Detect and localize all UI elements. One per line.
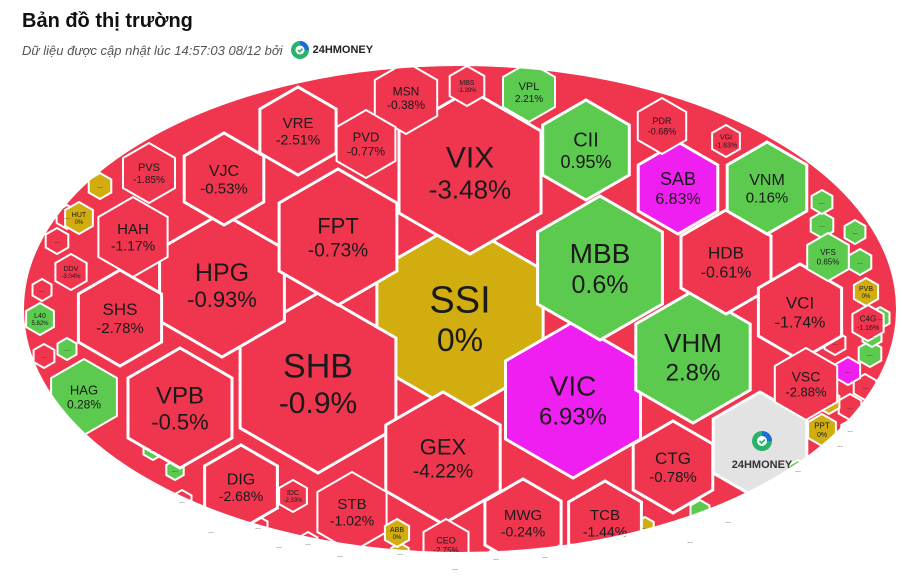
small-cell[interactable]	[834, 355, 862, 387]
cell-hdb[interactable]	[679, 208, 773, 316]
brand-logo[interactable]: 24HMONEY	[290, 40, 374, 60]
small-cell[interactable]	[200, 518, 222, 544]
cell-vpl[interactable]	[502, 62, 556, 124]
cell-c4g[interactable]	[851, 303, 885, 343]
cell-vgi[interactable]	[711, 123, 741, 159]
small-cell[interactable]	[680, 529, 700, 553]
cell-vsc[interactable]	[773, 346, 839, 422]
cell-mbb[interactable]	[536, 194, 664, 342]
cell-pvb[interactable]	[852, 276, 880, 308]
cell-ceo[interactable]	[422, 517, 470, 571]
cell-ddv[interactable]	[54, 252, 88, 292]
small-cell-label: ...	[725, 518, 731, 525]
small-cell-label: ...	[837, 442, 843, 449]
small-cell[interactable]	[330, 543, 350, 565]
small-cell-label: ...	[847, 427, 853, 434]
cell-sab[interactable]	[636, 140, 720, 236]
brand-logo-icon	[290, 41, 309, 59]
small-cell-label: ...	[208, 528, 214, 535]
update-text: Dữ liệu được cập nhật lúc 14:57:03 08/12…	[22, 42, 283, 58]
cell-vnm[interactable]	[725, 140, 809, 236]
small-cell-label: ...	[305, 540, 311, 547]
small-cell-label: ...	[493, 555, 499, 562]
small-cell[interactable]	[840, 418, 860, 442]
small-cell[interactable]	[44, 226, 70, 256]
cell-fpt[interactable]	[277, 167, 399, 307]
cell-shs[interactable]	[76, 268, 164, 368]
small-cell[interactable]	[390, 541, 410, 563]
cell-idc[interactable]	[278, 478, 308, 514]
cell-cii[interactable]	[541, 98, 631, 202]
small-cell[interactable]	[56, 336, 78, 362]
small-cell-label: ...	[542, 553, 548, 560]
cell-vhm[interactable]	[634, 289, 752, 425]
cell-mbs[interactable]	[448, 65, 486, 108]
small-cell[interactable]	[32, 342, 56, 370]
cell-hut[interactable]	[64, 200, 94, 236]
cell-pvs[interactable]	[122, 141, 176, 205]
small-cell-label: ...	[337, 552, 343, 559]
cell-l40[interactable]	[25, 301, 55, 337]
small-cell[interactable]	[830, 433, 850, 457]
small-cell-label: ...	[452, 565, 458, 572]
small-cell[interactable]	[810, 188, 834, 216]
treemap-cells	[23, 62, 897, 578]
update-info: Dữ liệu được cập nhật lúc 14:57:03 08/12…	[22, 40, 373, 60]
watermark-text: 24HMONEY	[732, 459, 793, 471]
small-cell[interactable]	[31, 277, 53, 303]
cell-pvd[interactable]	[335, 108, 397, 180]
cell-vfs[interactable]	[806, 231, 850, 283]
cell-ppt[interactable]	[807, 412, 837, 448]
cell-hah[interactable]	[97, 195, 169, 279]
treemap-outline	[22, 64, 898, 554]
cell-vre[interactable]	[258, 85, 338, 177]
cell-abb[interactable]	[383, 517, 411, 549]
cell-mwg[interactable]	[483, 477, 563, 567]
small-cell-label: ...	[795, 467, 801, 474]
small-cell[interactable]	[297, 530, 319, 554]
cell-msn[interactable]	[373, 62, 439, 136]
small-cell[interactable]	[446, 558, 463, 578]
small-cell[interactable]	[837, 392, 863, 422]
small-cell-label: ...	[276, 543, 282, 550]
cell-vpb[interactable]	[126, 346, 234, 470]
small-cell[interactable]	[857, 339, 883, 369]
small-cell[interactable]	[847, 247, 873, 277]
brand-name: 24HMONEY	[312, 44, 374, 56]
watermark-logo: 24HMONEY	[732, 431, 793, 471]
small-cell[interactable]	[718, 509, 738, 533]
page-title: Bản đồ thị trường	[22, 10, 193, 32]
small-cell-label: ...	[687, 538, 693, 545]
small-cell[interactable]	[843, 218, 867, 246]
cell-ctg[interactable]	[631, 419, 715, 515]
small-cell[interactable]	[269, 534, 289, 556]
cell-pdr[interactable]	[636, 96, 688, 156]
